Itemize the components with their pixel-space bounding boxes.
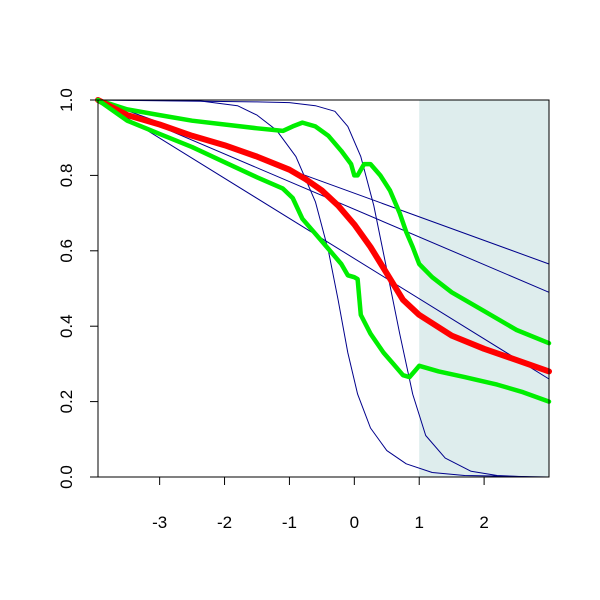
series-line-8 (95, 97, 552, 404)
series-line-7 (95, 97, 552, 375)
x-tick-label: -2 (217, 513, 232, 532)
x-tick-label: 1 (414, 513, 423, 532)
y-tick-label: 0.2 (57, 390, 76, 414)
series-line-6 (95, 97, 552, 346)
x-axis: -3 -2 -1 0 1 2 (152, 476, 489, 532)
y-tick-label: 1.0 (57, 88, 76, 112)
x-tick-label: -3 (152, 513, 167, 532)
series-line-5 (97, 99, 530, 478)
y-tick-label: 0.4 (57, 314, 76, 338)
y-axis: 0.0 0.2 0.4 0.6 0.8 1.0 (57, 88, 99, 489)
x-tick-label: 2 (479, 513, 488, 532)
series-line-4 (97, 99, 550, 478)
plot-area (95, 97, 552, 478)
x-tick-label: 0 (350, 513, 359, 532)
y-tick-label: 0.8 (57, 164, 76, 188)
series-line-3 (97, 99, 550, 380)
y-tick-label: 0.6 (57, 239, 76, 263)
x-tick-label: -1 (282, 513, 297, 532)
shaded-region (419, 100, 549, 477)
y-tick-label: 0.0 (57, 465, 76, 489)
